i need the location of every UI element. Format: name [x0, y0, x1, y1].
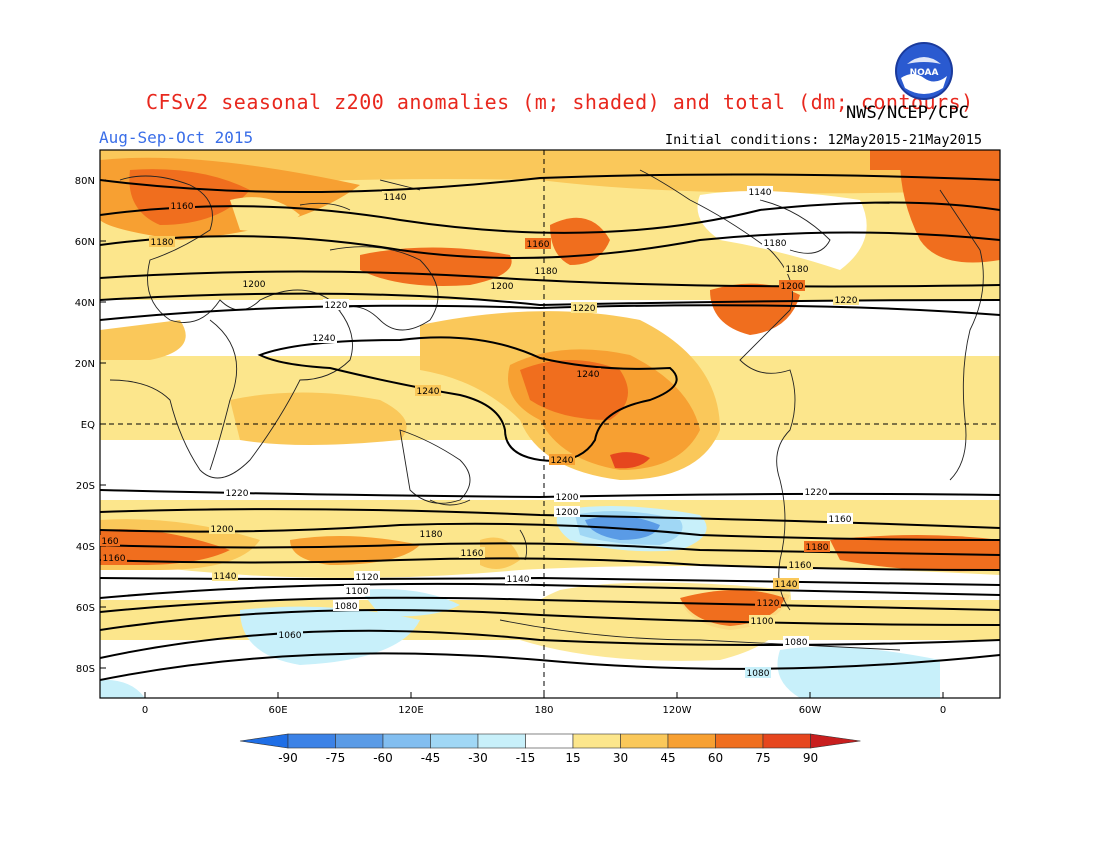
contour-labels: 1140 1140 1160 1160 1180 1180 1180 1180 … [100, 186, 859, 679]
contour-label: 1160 [789, 561, 812, 571]
contour-label: 1240 [577, 370, 600, 380]
contour-label: 1080 [785, 638, 808, 648]
lat-label: 80S [76, 664, 95, 675]
noaa-logo-text: NOAA [910, 68, 939, 78]
neutral-band-south [100, 440, 1000, 500]
contour-label: 1180 [535, 267, 558, 277]
colorbar-swatch [335, 733, 384, 749]
contour-label: 1240 [417, 387, 440, 397]
contour-label: 1200 [211, 525, 234, 535]
contour-label: 1080 [747, 669, 770, 679]
colorbar-swatch [667, 733, 716, 749]
contour-label: 1240 [551, 456, 574, 466]
colorbar-swatch [525, 733, 574, 749]
contour-label: 1220 [805, 488, 828, 498]
contour-label: 1140 [749, 188, 772, 198]
colorbar-label: -30 [468, 751, 488, 765]
contour-label: 160 [101, 537, 118, 547]
contour-label: 1220 [573, 304, 596, 314]
contour-label: 1140 [384, 193, 407, 203]
longitude-labels: 0 60E 120E 180 120W 60W 0 [142, 705, 946, 716]
colorbar-label: 90 [803, 751, 818, 765]
latitude-labels: 80N 60N 40N 20N EQ 20S 40S 60S 80S [75, 176, 95, 675]
contour-label: 1200 [491, 282, 514, 292]
colorbar-labels: -90 -75 -60 -45 -30 -15 15 30 45 60 75 90 [278, 751, 818, 765]
contour-label: 1180 [764, 239, 787, 249]
lon-label: 180 [534, 705, 553, 716]
contour-label: 1180 [806, 543, 829, 553]
lat-label: 80N [75, 176, 95, 187]
lat-label: 20N [75, 359, 95, 370]
period-label: Aug-Sep-Oct 2015 [99, 128, 254, 147]
lon-label: 0 [940, 705, 946, 716]
lat-label: EQ [81, 420, 95, 431]
lat-label: 40S [76, 542, 95, 553]
contour-label: 1200 [781, 282, 804, 292]
colorbar-label: -60 [373, 751, 393, 765]
lat-label: 40N [75, 298, 95, 309]
contour-label: 1200 [243, 280, 266, 290]
lat-label: 60S [76, 603, 95, 614]
height-contours [100, 173, 1000, 681]
contour-label: 1180 [786, 265, 809, 275]
colorbar-swatches [239, 733, 861, 749]
lat-label: 60N [75, 237, 95, 248]
contour-label: 1120 [356, 573, 379, 583]
contour-label: 1180 [151, 238, 174, 248]
contour-label: 1140 [775, 580, 798, 590]
colorbar-label: 30 [613, 751, 628, 765]
contour-label: 1080 [335, 602, 358, 612]
contour-label: 1200 [556, 493, 579, 503]
contour-label: 1240 [313, 334, 336, 344]
colorbar-label: 75 [755, 751, 770, 765]
colorbar-label: 60 [708, 751, 723, 765]
colorbar-swatch [382, 733, 431, 749]
contour-label: 1160 [171, 202, 194, 212]
colorbar-label: -75 [326, 751, 346, 765]
colorbar-label: -90 [278, 751, 298, 765]
anomaly-max-siberia [129, 169, 250, 225]
contour-label: 1160 [829, 515, 852, 525]
contour-label: 1160 [461, 549, 484, 559]
agency-label: NWS/NCEP/CPC [846, 103, 969, 123]
contour-label: 1140 [214, 572, 237, 582]
contour-label: 1220 [835, 296, 858, 306]
colorbar-swatch [239, 733, 289, 749]
contour-label: 1200 [556, 508, 579, 518]
initial-conditions-label: Initial conditions: 12May2015-21May2015 [665, 132, 982, 148]
contour-label: 1140 [507, 575, 530, 585]
colorbar-label: -15 [516, 751, 536, 765]
contour-label: 1160 [103, 554, 126, 564]
contour-label: 1160 [527, 240, 550, 250]
colorbar-swatch [620, 733, 669, 749]
colorbar-swatch [287, 733, 336, 749]
colorbar-swatch [810, 733, 861, 749]
colorbar-label: 15 [565, 751, 580, 765]
contour-label: 1100 [751, 617, 774, 627]
lat-label: 20S [76, 481, 95, 492]
colorbar-swatch [762, 733, 811, 749]
colorbar-swatch [477, 733, 526, 749]
chart-title: CFSv2 seasonal z200 anomalies (m; shaded… [146, 90, 974, 114]
contour-label: 1120 [757, 599, 780, 609]
colorbar-label: -45 [421, 751, 441, 765]
colorbar-swatch [430, 733, 479, 749]
lon-label: 120E [398, 705, 423, 716]
noaa-logo: NOAA [895, 42, 953, 100]
colorbar: -90 -75 -60 -45 -30 -15 15 30 45 60 75 90 [239, 733, 861, 765]
contour-label: 1180 [420, 530, 443, 540]
colorbar-label: 45 [660, 751, 675, 765]
contour-label: 1100 [346, 587, 369, 597]
contour-label: 1060 [279, 631, 302, 641]
axis-ticks [100, 179, 944, 698]
contour-label: 1220 [325, 301, 348, 311]
colorbar-swatch [715, 733, 764, 749]
contour-label: 1220 [226, 489, 249, 499]
lon-label: 60E [268, 705, 287, 716]
lon-label: 0 [142, 705, 148, 716]
colorbar-swatch [572, 733, 621, 749]
lon-label: 120W [663, 705, 692, 716]
lon-label: 60W [799, 705, 822, 716]
